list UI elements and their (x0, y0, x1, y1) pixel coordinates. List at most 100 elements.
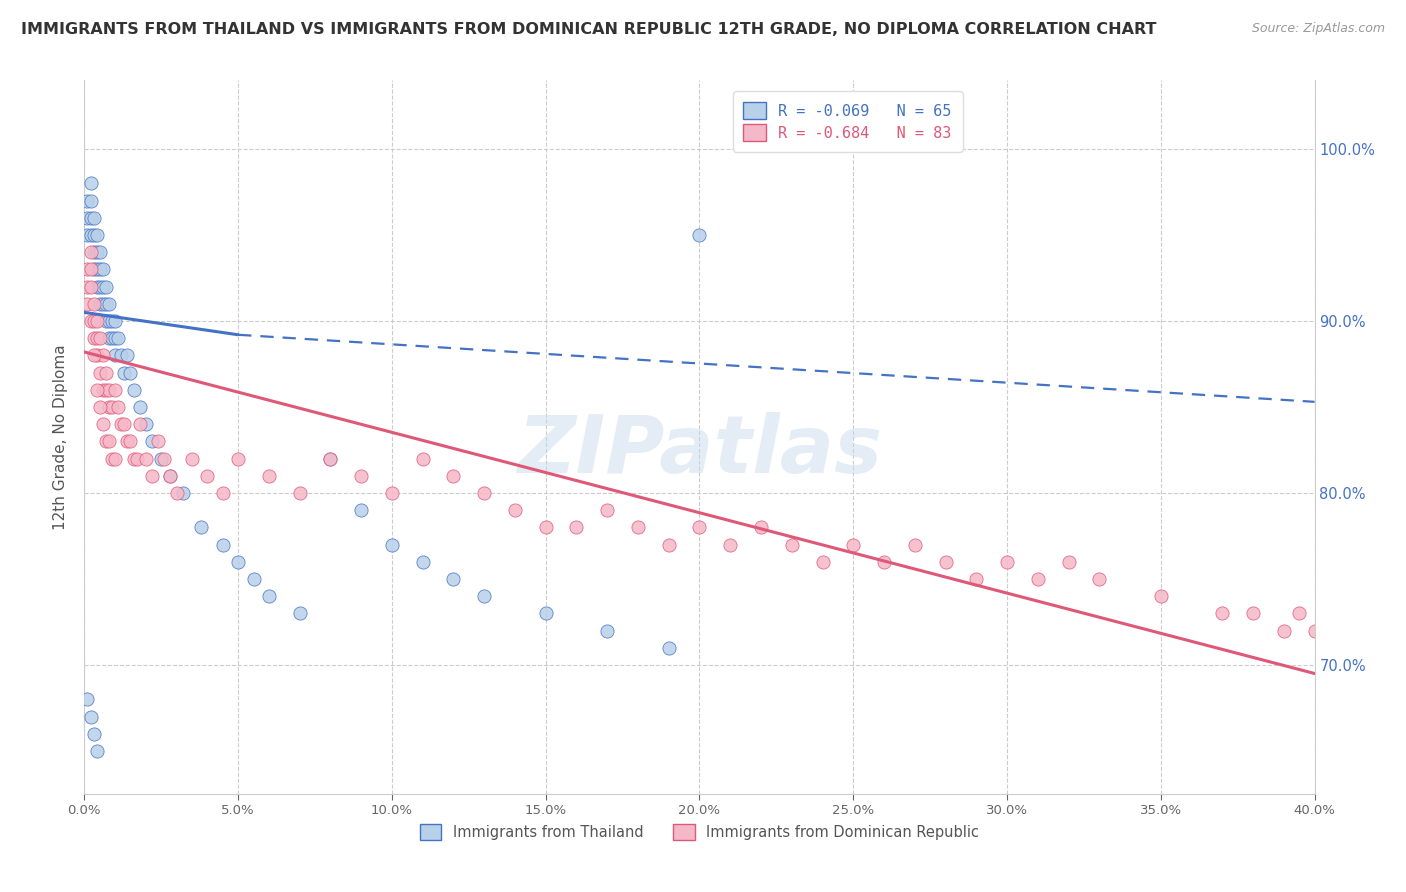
Point (76, 297, 98, 311)
Point (226, 555, 249, 569)
Point (128, 417, 150, 432)
Point (94, 297, 117, 311)
Text: Source: ZipAtlas.com: Source: ZipAtlas.com (1251, 22, 1385, 36)
Point (83, 314, 105, 328)
Point (1211, 607, 1233, 621)
Point (534, 520, 557, 534)
Point (86, 348, 108, 362)
Point (98, 297, 120, 311)
Point (91, 417, 114, 432)
Point (211, 537, 233, 551)
Point (658, 640, 681, 655)
Point (83, 227, 105, 242)
Point (94, 366, 117, 380)
Point (79, 314, 101, 328)
Point (76, 692, 98, 706)
Point (534, 607, 557, 621)
Point (166, 486, 188, 500)
Point (141, 468, 163, 483)
Point (995, 555, 1018, 569)
Text: IMMIGRANTS FROM THAILAND VS IMMIGRANTS FROM DOMINICAN REPUBLIC 12TH GRADE, NO DI: IMMIGRANTS FROM THAILAND VS IMMIGRANTS F… (21, 22, 1157, 37)
Point (98, 314, 120, 328)
Point (242, 572, 264, 586)
Point (689, 227, 711, 242)
Point (749, 520, 772, 534)
Legend: Immigrants from Thailand, Immigrants from Dominican Republic: Immigrants from Thailand, Immigrants fro… (412, 817, 987, 847)
Point (86, 744, 108, 758)
Point (110, 348, 132, 362)
Point (596, 624, 619, 638)
Point (658, 537, 681, 551)
Point (159, 468, 181, 483)
Point (211, 486, 233, 500)
Point (101, 400, 124, 414)
Point (86, 262, 108, 277)
Point (565, 520, 588, 534)
Point (98, 434, 120, 449)
Point (904, 537, 927, 551)
Point (89, 297, 111, 311)
Point (94, 279, 117, 293)
Point (89, 262, 111, 277)
Point (319, 451, 342, 466)
Point (101, 451, 124, 466)
Point (120, 434, 142, 449)
Point (107, 400, 129, 414)
Point (412, 451, 434, 466)
Point (627, 520, 650, 534)
Point (83, 348, 105, 362)
Point (104, 331, 127, 345)
Point (83, 331, 105, 345)
Point (150, 451, 173, 466)
Point (79, 177, 101, 191)
Point (319, 451, 342, 466)
Point (86, 279, 108, 293)
Point (596, 503, 619, 517)
Point (86, 245, 108, 260)
Point (79, 211, 101, 225)
Point (125, 451, 148, 466)
Point (1241, 607, 1264, 621)
Point (780, 537, 803, 551)
Point (472, 486, 495, 500)
Point (412, 555, 434, 569)
Point (110, 417, 132, 432)
Point (91, 348, 114, 362)
Point (91, 262, 114, 277)
Point (122, 451, 145, 466)
Point (89, 279, 111, 293)
Point (811, 555, 834, 569)
Point (1150, 589, 1173, 603)
Point (873, 555, 896, 569)
Point (107, 331, 129, 345)
Point (86, 314, 108, 328)
Point (76, 211, 98, 225)
Point (381, 537, 404, 551)
Point (83, 727, 105, 741)
Point (842, 537, 865, 551)
Point (76, 227, 98, 242)
Point (76, 279, 98, 293)
Point (1288, 607, 1310, 621)
Point (101, 314, 124, 328)
Point (1088, 572, 1111, 586)
Point (117, 348, 139, 362)
Point (350, 503, 373, 517)
Point (89, 366, 111, 380)
Point (91, 383, 114, 397)
Point (257, 589, 280, 603)
Point (135, 451, 157, 466)
Point (83, 297, 105, 311)
Point (79, 227, 101, 242)
Point (122, 383, 145, 397)
Point (76, 262, 98, 277)
Point (79, 709, 101, 723)
Point (1272, 624, 1295, 638)
Point (128, 400, 150, 414)
Point (226, 451, 249, 466)
Point (83, 262, 105, 277)
Point (98, 400, 120, 414)
Point (197, 468, 219, 483)
Point (472, 589, 495, 603)
Point (86, 227, 108, 242)
